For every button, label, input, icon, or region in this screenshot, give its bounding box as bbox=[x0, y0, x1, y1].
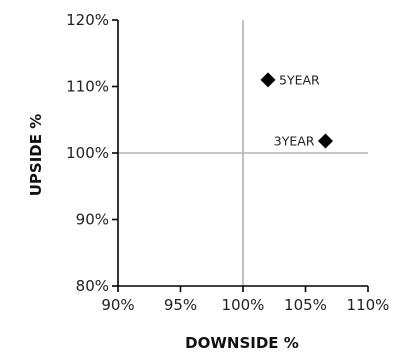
x-tick-label: 100% bbox=[222, 296, 265, 314]
data-points: 5YEAR 3YEAR bbox=[260, 72, 333, 149]
data-point-label: 3YEAR bbox=[274, 134, 315, 149]
y-axis-title: UPSIDE % bbox=[27, 114, 45, 197]
y-tick-label: 110% bbox=[66, 78, 109, 96]
y-tick-label: 80% bbox=[76, 277, 109, 295]
x-tick-label: 90% bbox=[101, 296, 134, 314]
y-tick-label: 120% bbox=[66, 11, 109, 29]
x-tick-label: 110% bbox=[347, 296, 390, 314]
axes bbox=[112, 19, 369, 292]
tick-labels: 80%90%100%110%120%90% 95% 100% 105% 110% bbox=[66, 11, 389, 314]
y-tick-label: 90% bbox=[76, 211, 109, 229]
x-axis-title: DOWNSIDE % bbox=[185, 334, 299, 352]
x-tick-label: 95% bbox=[164, 296, 197, 314]
x-tick-label: 105% bbox=[284, 296, 327, 314]
reference-lines bbox=[118, 20, 368, 286]
data-point-diamond bbox=[260, 72, 276, 88]
data-point-label: 5YEAR bbox=[279, 72, 320, 87]
y-tick-label: 100% bbox=[66, 144, 109, 162]
data-point-diamond bbox=[318, 133, 333, 149]
